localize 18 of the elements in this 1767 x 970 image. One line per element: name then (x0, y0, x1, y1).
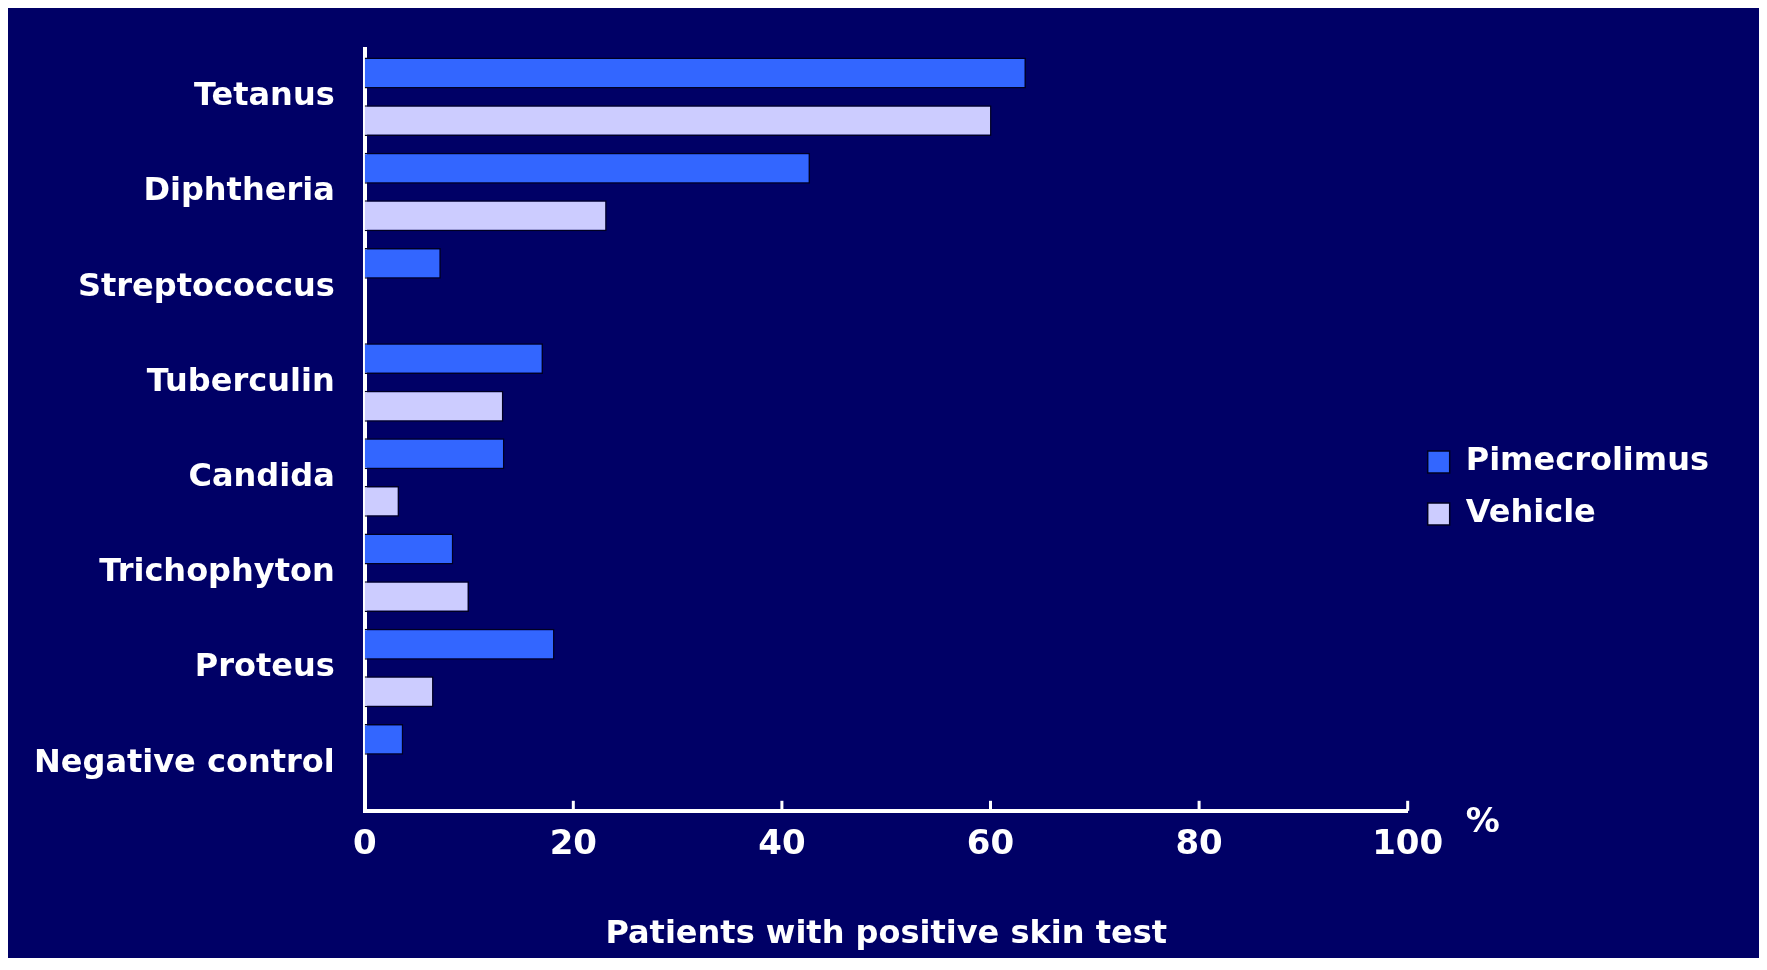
text: % (1465, 799, 1500, 840)
x-tick-label: 20 (549, 822, 597, 863)
y-tick-label: Streptococcus (77, 265, 335, 304)
x-tick-label: 40 (758, 822, 806, 863)
y-tick-label: Diphtheria (143, 170, 335, 209)
x-tick-label: 80 (1175, 822, 1223, 863)
y-tick-label: Tuberculin (146, 360, 335, 399)
x-tick-label: 60 (966, 822, 1015, 863)
y-tick-label: Proteus (194, 646, 335, 685)
x-tick-label: 100 (1372, 822, 1444, 863)
x-axis-title: Patients with positive skin test (605, 913, 1168, 952)
x-tick-label: 0 (352, 822, 377, 863)
y-tick-label: Candida (188, 455, 335, 494)
y-tick-label: Tetanus (193, 75, 335, 114)
y-tick-label: Negative control (34, 741, 335, 780)
legend-label: Vehicle (1465, 492, 1596, 531)
legend-label: Pimecrolimus (1465, 440, 1709, 479)
y-tick-label: Trichophyton (99, 551, 335, 590)
